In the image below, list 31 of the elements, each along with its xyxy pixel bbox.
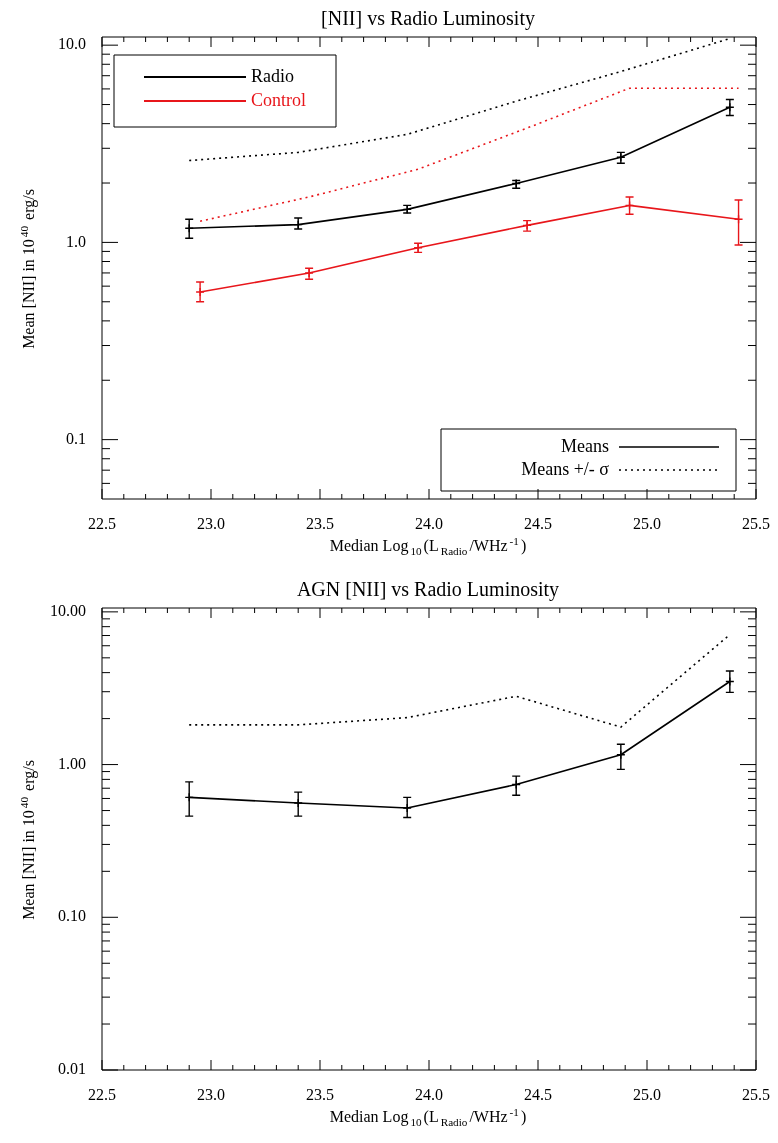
chart-title: [NII] vs Radio Luminosity [321, 7, 535, 30]
x-tick-label: 23.0 [197, 514, 225, 532]
annotation: Means +/- σ [521, 458, 610, 479]
y-tick-label: 1.0 [66, 232, 86, 250]
y-tick-label: 10.00 [50, 602, 86, 620]
y-axis-title: Mean [NII] in 1040 erg/s [17, 760, 38, 920]
x-tick-label: 22.5 [88, 1085, 116, 1103]
y-tick-label: 1.00 [58, 754, 86, 772]
x-tick-label: 23.5 [306, 514, 334, 532]
annotation: Means [561, 435, 609, 456]
x-tick-label: 23.5 [306, 1085, 334, 1103]
x-tick-label: 24.5 [524, 514, 552, 532]
y-axis-title: Mean [NII] in 1040 erg/s [17, 189, 38, 349]
x-tick-label: 23.0 [197, 1085, 225, 1103]
y-tick-label: 0.01 [58, 1060, 86, 1078]
line-series [188, 633, 731, 728]
x-tick-label: 25.0 [633, 1085, 661, 1103]
y-tick-label: 0.1 [66, 429, 86, 447]
x-tick-label: 25.5 [742, 514, 770, 532]
x-tick-label: 22.5 [88, 514, 116, 532]
x-tick-label: 25.5 [742, 1085, 770, 1103]
text: Radio [251, 65, 294, 86]
line-series [199, 87, 740, 223]
y-tick-label: 10.0 [58, 35, 86, 53]
x-tick-label: 24.0 [415, 1085, 443, 1103]
x-tick-label: 25.0 [633, 514, 661, 532]
chart-title: AGN [NII] vs Radio Luminosity [296, 578, 560, 601]
text: Control [251, 89, 307, 110]
x-tick-label: 24.5 [524, 1085, 552, 1103]
x-tick-label: 24.0 [415, 514, 443, 532]
y-tick-label: 0.10 [58, 907, 86, 925]
